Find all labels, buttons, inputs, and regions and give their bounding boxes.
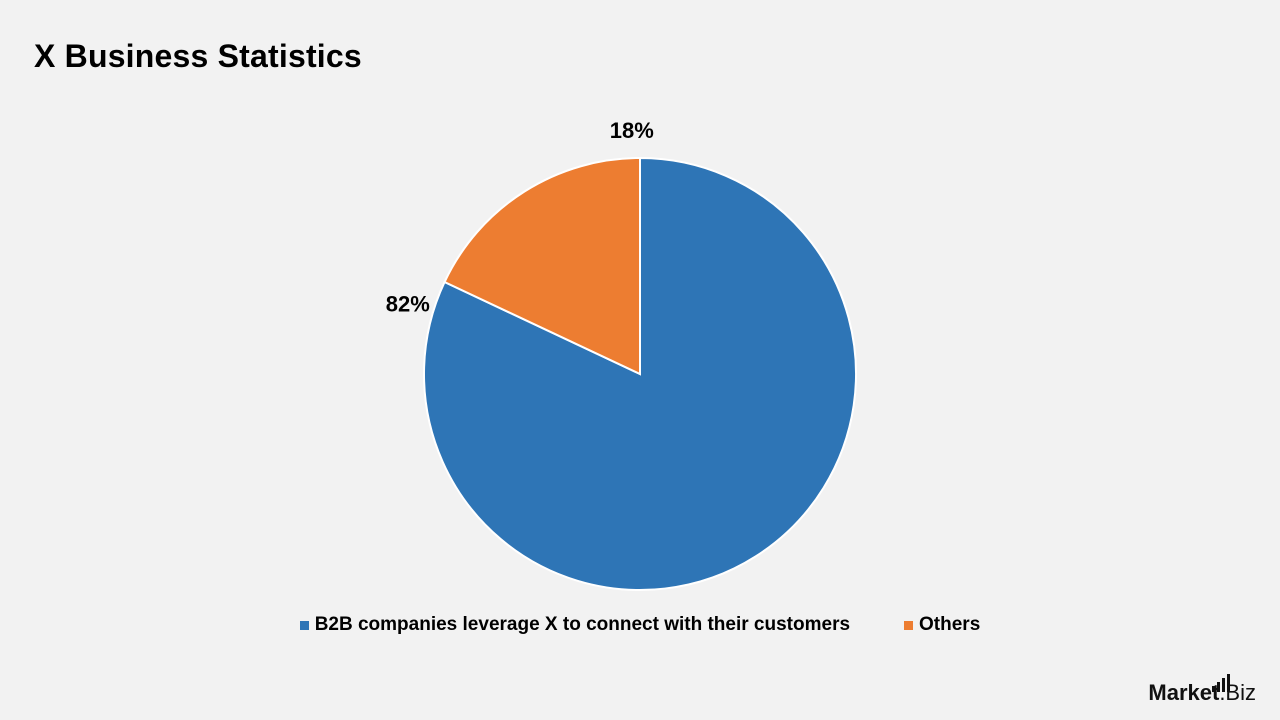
legend-item-b2b: B2B companies leverage X to connect with… [299, 614, 851, 636]
legend-label-b2b: B2B companies leverage X to connect with… [314, 614, 851, 635]
pie-slice-others [443, 156, 641, 376]
legend-swatch-others [904, 620, 914, 630]
legend-item-others: Others [904, 614, 980, 636]
chart-title: X Business Statistics [34, 38, 362, 74]
marketbiz-logo: Market .Biz [1148, 674, 1256, 706]
pie-label-b2b: 82% [386, 292, 430, 317]
pie-label-others: 18% [610, 118, 654, 143]
chart-legend: B2B companies leverage X to connect with… [0, 614, 1280, 636]
pie-slice-b2b [423, 156, 857, 591]
logo-bars-icon [1212, 674, 1231, 692]
logo-suffix-text: .Biz [1219, 680, 1256, 705]
legend-label-others: Others [919, 614, 981, 635]
logo-brand-text: Market [1148, 680, 1220, 705]
legend-swatch-b2b [299, 620, 309, 630]
